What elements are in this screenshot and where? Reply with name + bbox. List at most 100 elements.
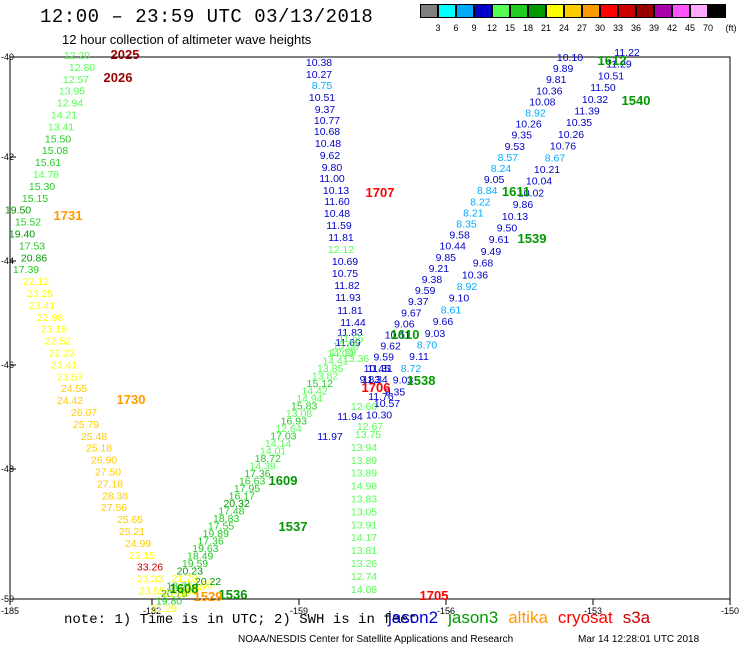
wave-height-label: 11.81	[337, 305, 363, 317]
pass-time-label: 1539	[518, 231, 547, 246]
wave-height-label: 9.49	[481, 246, 502, 258]
wave-height-label: 33.26	[137, 562, 163, 574]
wave-height-label: 24.99	[125, 538, 151, 550]
scale-swatch	[636, 4, 654, 18]
wave-height-label: 17.03	[270, 431, 296, 443]
wave-height-label: 11.81	[328, 232, 354, 244]
wave-height-label: 9.11	[409, 351, 429, 363]
lon-tick-label: -150	[721, 606, 739, 616]
scale-swatch	[456, 4, 474, 18]
lat-tick-label: -48	[1, 464, 14, 474]
lat-tick-label: -46	[1, 360, 14, 370]
wave-height-label: 12.59	[330, 347, 356, 359]
legend-altika: altika	[508, 608, 548, 627]
lat-tick-label: -42	[1, 152, 14, 162]
scale-tick-label: 42	[666, 23, 677, 33]
wave-height-label: 20.86	[21, 252, 47, 264]
wave-height-label: 15.08	[42, 145, 68, 157]
wave-height-label: 13.81	[351, 545, 377, 557]
scale-swatch	[528, 4, 546, 18]
wave-height-label: 9.67	[401, 307, 422, 319]
wave-height-label: 13.95	[59, 86, 85, 98]
wave-height-label: 10.30	[366, 410, 392, 422]
lat-tick-label: -44	[1, 256, 14, 266]
wave-height-label: 9.37	[315, 104, 336, 116]
wave-height-label: 12.60	[351, 401, 377, 413]
wave-height-label: 10.48	[324, 208, 350, 220]
wave-height-label: 14.39	[249, 461, 275, 473]
wave-height-label: 17.53	[19, 240, 45, 252]
scale-swatch	[510, 4, 528, 18]
wave-height-label: 18.49	[187, 551, 213, 563]
wave-height-label: 11.29	[606, 59, 632, 71]
wave-height-label: 10.32	[582, 94, 608, 106]
scale-tick-label: 33	[612, 23, 623, 33]
pass-time-label: 1538	[407, 373, 436, 388]
scale-tick-label: 70	[702, 23, 713, 33]
wave-height-label: 8.92	[457, 281, 478, 293]
wave-height-label: 25.48	[81, 431, 107, 443]
wave-height-label: 10.21	[534, 164, 560, 176]
scale-swatch	[708, 4, 726, 18]
pass-time-label: 1537	[279, 519, 308, 534]
lon-tick-label: -182	[143, 606, 161, 616]
wave-height-label: 8.70	[417, 340, 438, 352]
wave-height-label: 28.38	[102, 490, 128, 502]
wave-height-label: 14.14	[265, 438, 291, 450]
scale-swatch	[564, 4, 582, 18]
scale-swatch	[474, 4, 492, 18]
wave-height-label: 10.51	[598, 70, 624, 82]
scale-swatch	[672, 4, 690, 18]
wave-height-label: 15.61	[35, 157, 61, 169]
lon-tick-label: -159	[290, 606, 308, 616]
wave-height-label: 8.35	[456, 219, 477, 231]
wave-height-label: 9.80	[322, 162, 343, 174]
wave-height-label: 12.20	[64, 50, 90, 62]
wave-height-label: 10.57	[374, 398, 400, 410]
wave-height-label: 22.23	[49, 348, 75, 360]
legend-jason2: jason2	[388, 608, 439, 627]
wave-height-label: 14.09	[327, 348, 353, 360]
wave-height-label: 11.50	[590, 82, 616, 94]
wave-height-label: 21.29	[151, 603, 177, 615]
wave-height-label: 12.80	[69, 62, 95, 74]
wave-height-label: 11.82	[334, 280, 360, 292]
legend-jason3: jason3	[448, 608, 499, 627]
scale-tick-label: 15	[504, 23, 515, 33]
wave-height-label: 21.60	[179, 582, 205, 594]
wave-height-label: 19.80	[156, 596, 182, 608]
wave-height-label: 14.17	[351, 532, 377, 544]
wave-height-label: 19.63	[192, 543, 218, 555]
wave-height-label: 12.12	[328, 244, 354, 256]
scale-swatch	[582, 4, 600, 18]
wave-height-label: 8.61	[441, 304, 462, 316]
wave-height-label: 11.55	[338, 333, 364, 345]
wave-height-label: 20.22	[195, 576, 221, 588]
wave-height-label: 11.00	[319, 173, 345, 185]
wave-height-label: 10.08	[529, 96, 555, 108]
wave-height-label: 26.07	[71, 407, 97, 419]
footer-credit: NOAA/NESDIS Center for Satellite Applica…	[238, 634, 514, 645]
footer-timestamp: Mar 14 12:28:01 UTC 2018	[578, 634, 700, 645]
wave-height-label: 10.45	[364, 363, 390, 375]
wave-height-label: 8.21	[463, 207, 484, 219]
wave-height-label: 9.59	[415, 285, 436, 297]
wave-height-label: 8.92	[525, 108, 546, 120]
wave-height-label: 17.39	[13, 264, 39, 276]
wave-height-label: 11.59	[326, 220, 352, 232]
wave-height-label: 9.62	[320, 150, 341, 162]
scale-tick-label: 24	[558, 23, 569, 33]
wave-height-label: 9.35	[385, 386, 406, 398]
wave-height-label: 9.03	[425, 328, 446, 340]
wave-height-label: 14.78	[33, 169, 59, 181]
pass-time-label: 1609	[269, 473, 298, 488]
wave-height-label: 9.06	[394, 318, 415, 330]
wave-height-label: 16.63	[239, 476, 265, 488]
lon-tick-label: -153	[584, 606, 602, 616]
wave-height-label: 18.83	[213, 513, 239, 525]
scale-tick-label: 18	[522, 23, 533, 33]
wave-height-label: 17.55	[208, 521, 234, 533]
wave-height-label: 13.89	[351, 468, 377, 480]
wave-height-label: 20.23	[177, 566, 203, 578]
